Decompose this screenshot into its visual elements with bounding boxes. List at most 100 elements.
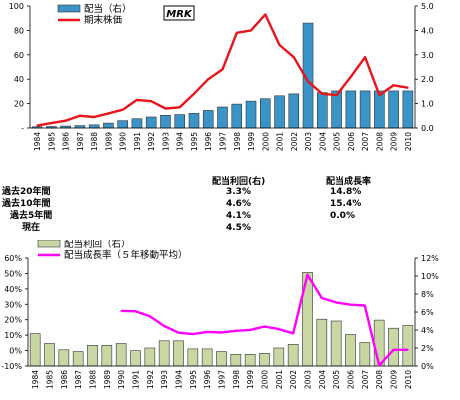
legend-bar-swatch: [57, 4, 81, 13]
right-axis-tick-label: 2.0: [421, 75, 434, 84]
x-tick-label: 1999: [246, 370, 255, 389]
bar-1988: [87, 345, 98, 367]
bar-1989: [103, 122, 114, 129]
x-tick-label: 1999: [247, 132, 256, 151]
bar-1990: [117, 120, 128, 129]
line-point-1997: [220, 331, 223, 334]
left-axis-tick-label: 10%: [4, 331, 22, 340]
left-axis-tick-label: -: [21, 124, 24, 133]
x-tick-label: 1996: [204, 132, 213, 151]
line-point-2001: [278, 44, 281, 46]
x-tick-label: 2005: [332, 370, 341, 389]
x-tick-label: 2001: [275, 370, 284, 389]
line-point-1990: [120, 310, 122, 312]
bar-2010: [402, 325, 414, 367]
line-point-1993: [163, 325, 165, 327]
line-point-2002: [292, 332, 294, 335]
stats-header-yield: 配当利回(右): [212, 177, 266, 187]
x-tick-label: 1996: [203, 370, 212, 389]
left-axis-tick-label: 80: [14, 26, 24, 35]
line-point-2009: [392, 349, 395, 351]
x-tick-label: 1992: [146, 370, 155, 389]
x-tick-label: 1989: [103, 370, 112, 389]
bar-1993: [158, 340, 170, 367]
x-tick-label: 2010: [404, 132, 413, 151]
line-point-2002: [292, 56, 295, 59]
x-tick-label: 1987: [76, 132, 85, 151]
x-tick-label: 2007: [361, 132, 370, 151]
line-point-2009: [392, 84, 395, 87]
line-point-1991: [136, 99, 138, 101]
line-point-1999: [250, 29, 252, 32]
x-tick-label: 1985: [47, 132, 56, 151]
x-tick-label: 2005: [333, 132, 342, 151]
x-tick-label: 2000: [261, 370, 270, 389]
bar-2005: [331, 90, 342, 129]
x-tick-label: 1986: [62, 132, 71, 151]
line-point-1992: [149, 315, 151, 317]
x-tick-label: 1997: [218, 370, 227, 389]
right-axis-tick-label: 4.0: [421, 26, 434, 35]
bar-1993: [160, 115, 171, 129]
bar-2009: [388, 327, 399, 367]
line-point-1999: [249, 329, 251, 331]
x-tick-label: 1991: [132, 370, 141, 389]
line-point-2006: [349, 303, 352, 306]
line-point-1985: [50, 122, 53, 124]
line-point-1994: [178, 106, 181, 109]
x-tick-label: 2009: [390, 132, 399, 151]
legend-bar-label: 配当（右）: [84, 3, 132, 15]
bar-1989: [101, 345, 113, 367]
x-tick-label: 1998: [232, 370, 241, 389]
bar-1994: [173, 340, 184, 367]
stats-header-growth: 配当成長率: [326, 177, 372, 187]
bar-1991: [131, 118, 143, 129]
line-point-1997: [221, 68, 224, 71]
bar-2007: [359, 90, 371, 129]
x-tick-label: 2004: [318, 370, 327, 389]
line-point-2006: [350, 75, 352, 78]
bar-1996: [201, 348, 213, 367]
bar-1986: [58, 349, 70, 367]
left-axis-tick-label: 20: [14, 100, 24, 109]
bar-2004: [316, 318, 328, 367]
legend-line-label: 期末株価: [84, 14, 123, 26]
right-axis-tick-label: 2%: [421, 344, 434, 353]
stats-row-label: 過去5年間: [10, 211, 53, 221]
line-point-1996: [206, 331, 208, 333]
ticker-badge-label: MRK: [166, 9, 193, 20]
bar-1992: [145, 116, 157, 129]
x-tick-label: 1989: [104, 132, 113, 151]
left-axis-tick-label: 40%: [4, 285, 22, 294]
left-axis-tick-label: 0%: [9, 347, 22, 356]
right-axis-tick-label: 10%: [421, 272, 439, 281]
right-axis-tick-label: 8%: [421, 290, 434, 299]
right-axis-tick-label: 6%: [421, 308, 434, 317]
x-tick-label: 1994: [175, 370, 184, 389]
bar-2000: [259, 353, 270, 367]
x-tick-label: 2006: [347, 370, 356, 389]
bar-2007: [359, 342, 371, 367]
bar-2010: [402, 90, 414, 129]
left-axis-tick-label: -10%: [1, 362, 22, 371]
right-axis-tick-label: 1.0: [421, 100, 434, 109]
left-axis-tick-label: 20%: [4, 316, 22, 325]
stats-row-yield: 4.1%: [226, 211, 251, 221]
line-point-1984: [36, 124, 38, 127]
bar-1985: [44, 343, 55, 367]
stats-row: 現在 4.5%: [0, 222, 460, 234]
legend-line-label: 配当成長率（５年移動平均）: [64, 249, 188, 261]
x-tick-label: 2009: [390, 370, 399, 389]
ticker-badge-box: [163, 5, 195, 21]
top-chart: - 20 40 60 80 100 0.0 1.0 2.0 3.0 4.0 5.0 1984 1985 19…: [9, 2, 434, 151]
right-axis-tick-label: 3.0: [421, 51, 434, 60]
bar-2001: [273, 347, 285, 367]
x-tick-label: 2003: [304, 132, 313, 151]
bar-1995: [188, 113, 200, 129]
bar-2006: [345, 90, 357, 129]
left-axis-tick-label: 60%: [4, 254, 22, 263]
x-tick-label: 1987: [74, 370, 83, 389]
left-axis-tick-label: 40: [14, 75, 24, 84]
line-point-1986: [64, 119, 67, 122]
line-point-1996: [207, 78, 210, 80]
